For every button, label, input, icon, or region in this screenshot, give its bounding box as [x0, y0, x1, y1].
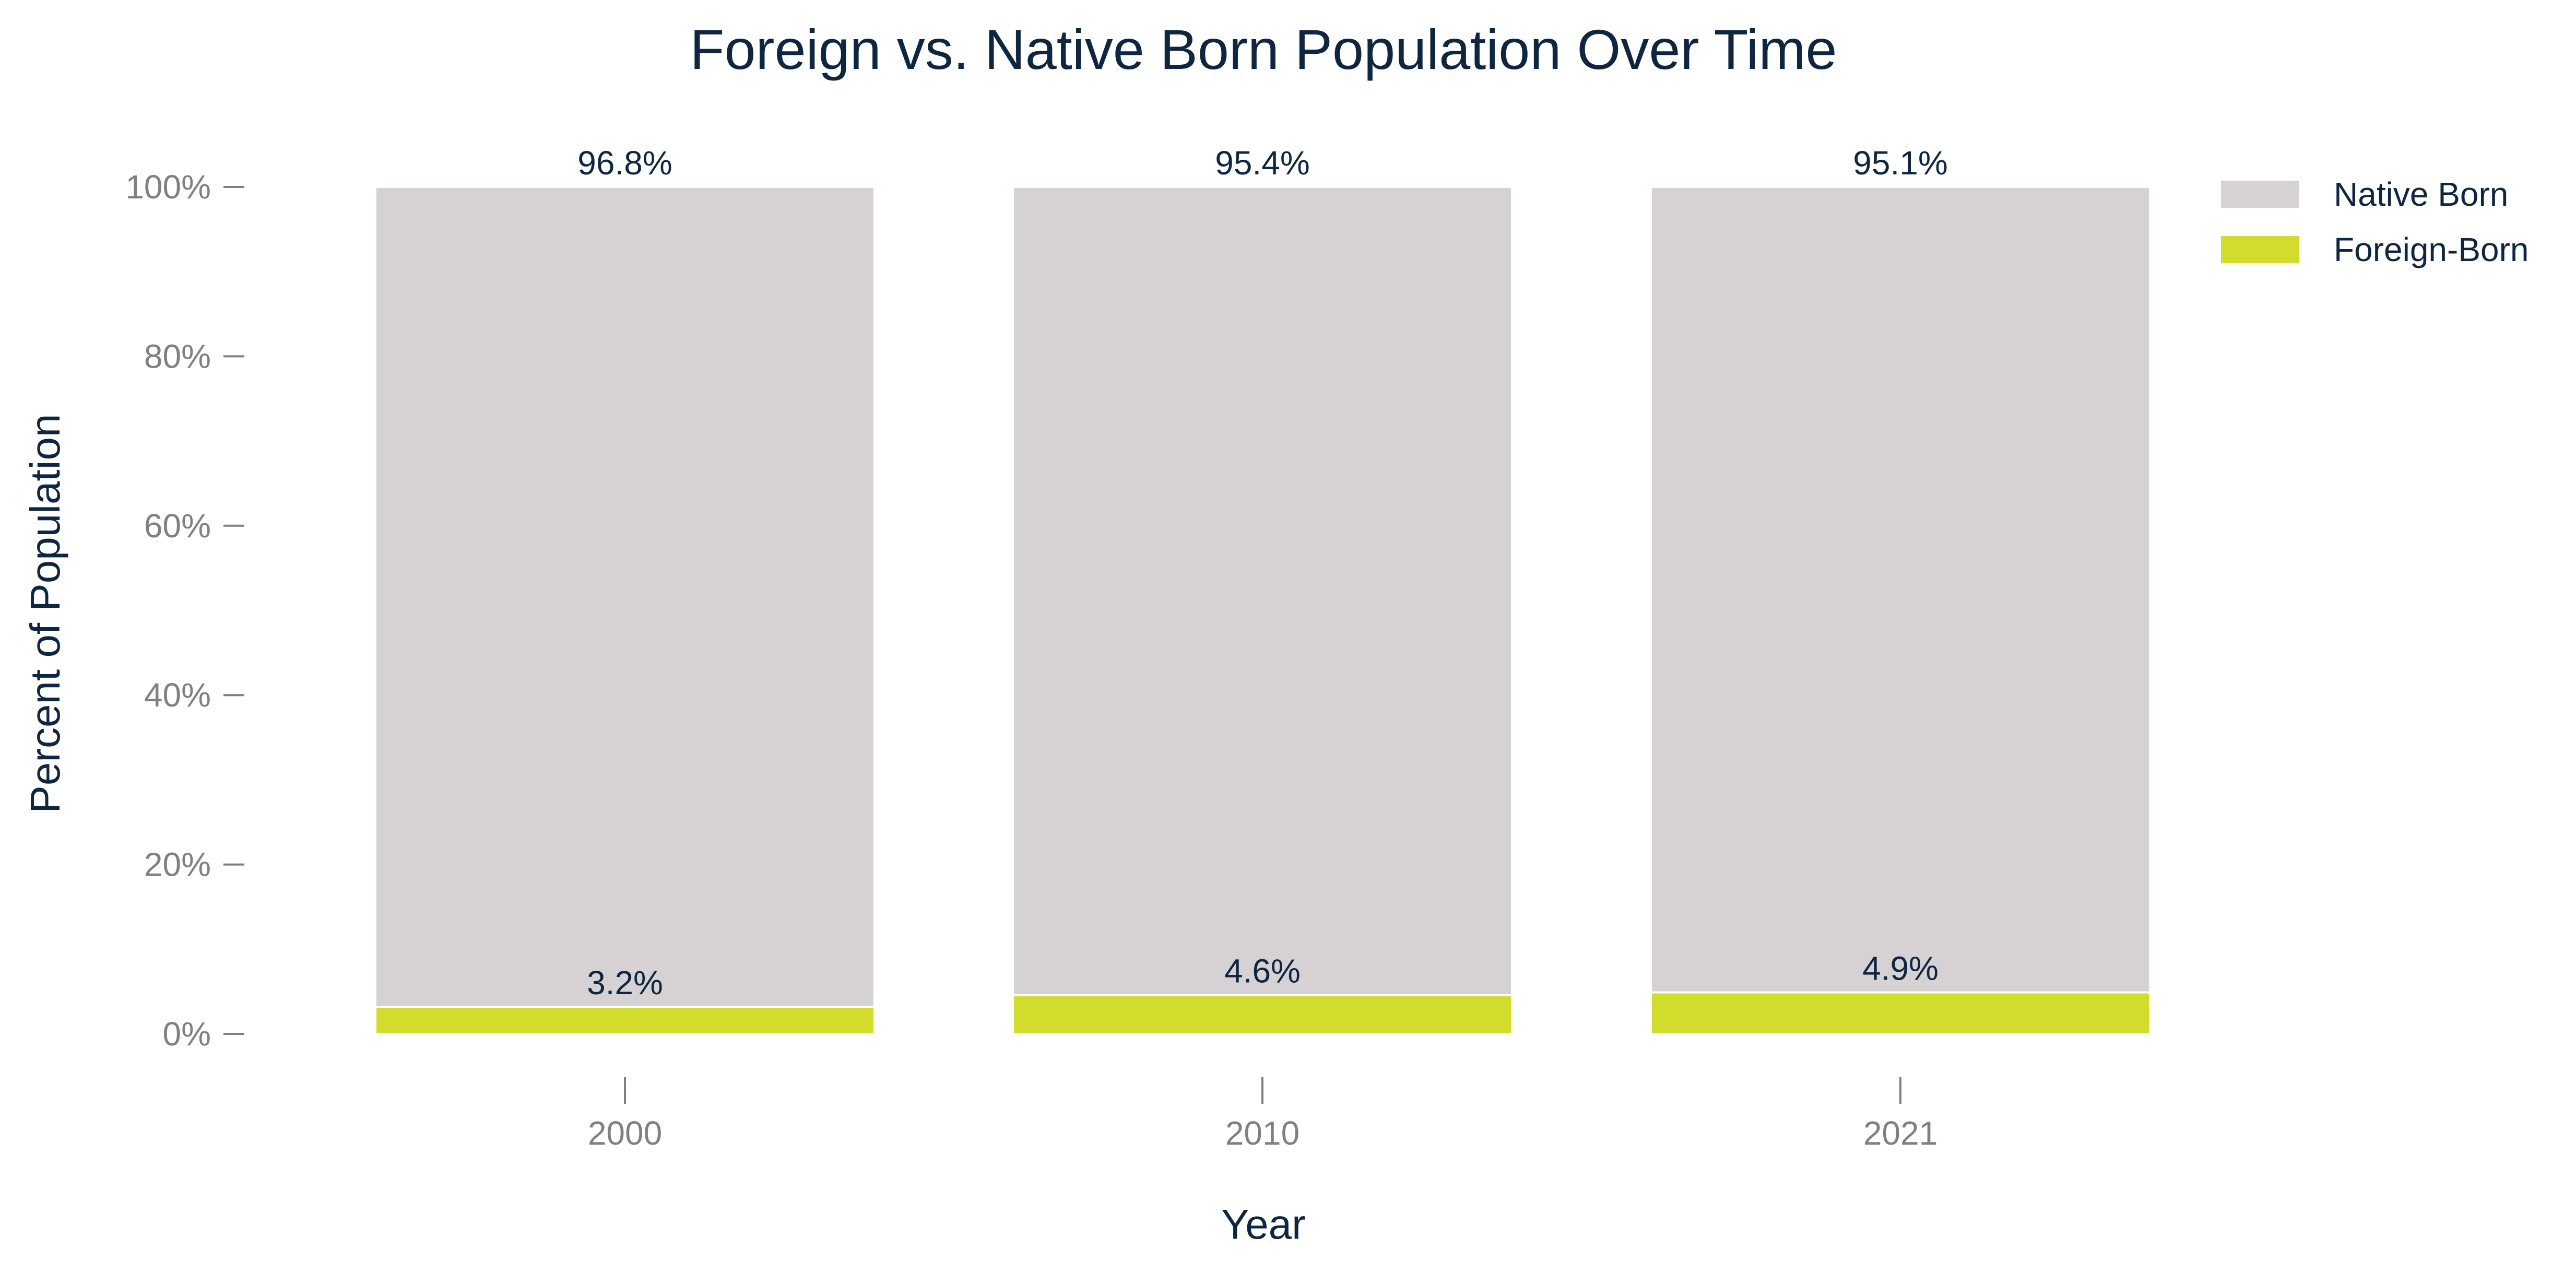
bar-native-born	[1012, 186, 1513, 996]
legend-swatch-native-born	[2221, 181, 2299, 208]
x-tick-label: 2021	[1863, 1114, 1937, 1152]
bar-stacks	[374, 186, 2151, 1035]
legend-swatch-foreign-born	[2221, 236, 2299, 263]
y-tick-label: 0%	[163, 1015, 211, 1053]
y-axis: 0% 20% 40% 60% 80% 100%	[125, 168, 244, 1053]
chart-title: Foreign vs. Native Born Population Over …	[690, 18, 1837, 81]
legend-label-foreign-born: Foreign-Born	[2334, 231, 2529, 268]
y-tick-label: 100%	[125, 168, 211, 206]
y-tick-label: 20%	[144, 846, 211, 884]
x-tick-label: 2000	[588, 1114, 662, 1152]
y-tick-label: 40%	[144, 676, 211, 714]
bar-native-born	[1650, 186, 2151, 994]
x-tick-label: 2010	[1225, 1114, 1299, 1152]
data-label-native-born: 95.1%	[1853, 144, 1947, 182]
bar-foreign-born	[1650, 991, 2151, 1035]
legend-label-native-born: Native Born	[2334, 175, 2508, 213]
bar-native-born	[374, 186, 876, 1008]
y-tick-label: 80%	[144, 337, 211, 375]
legend: Native Born Foreign-Born	[2221, 175, 2529, 268]
data-label-native-born: 96.8%	[577, 144, 672, 182]
y-tick-label: 60%	[144, 507, 211, 545]
data-labels: 3.2% 96.8% 4.6% 95.4% 4.9% 95.1%	[577, 144, 1947, 1002]
data-label-foreign-born: 4.6%	[1224, 952, 1301, 990]
x-axis-title: Year	[1221, 1201, 1306, 1248]
y-axis-title: Percent of Population	[22, 414, 68, 814]
data-label-foreign-born: 3.2%	[587, 964, 663, 1002]
data-label-foreign-born: 4.9%	[1862, 950, 1939, 987]
bar-foreign-born	[1012, 994, 1513, 1035]
bar-foreign-born	[374, 1006, 876, 1035]
x-axis: 2000 2010 2021	[588, 1077, 1937, 1152]
data-label-native-born: 95.4%	[1215, 144, 1309, 182]
